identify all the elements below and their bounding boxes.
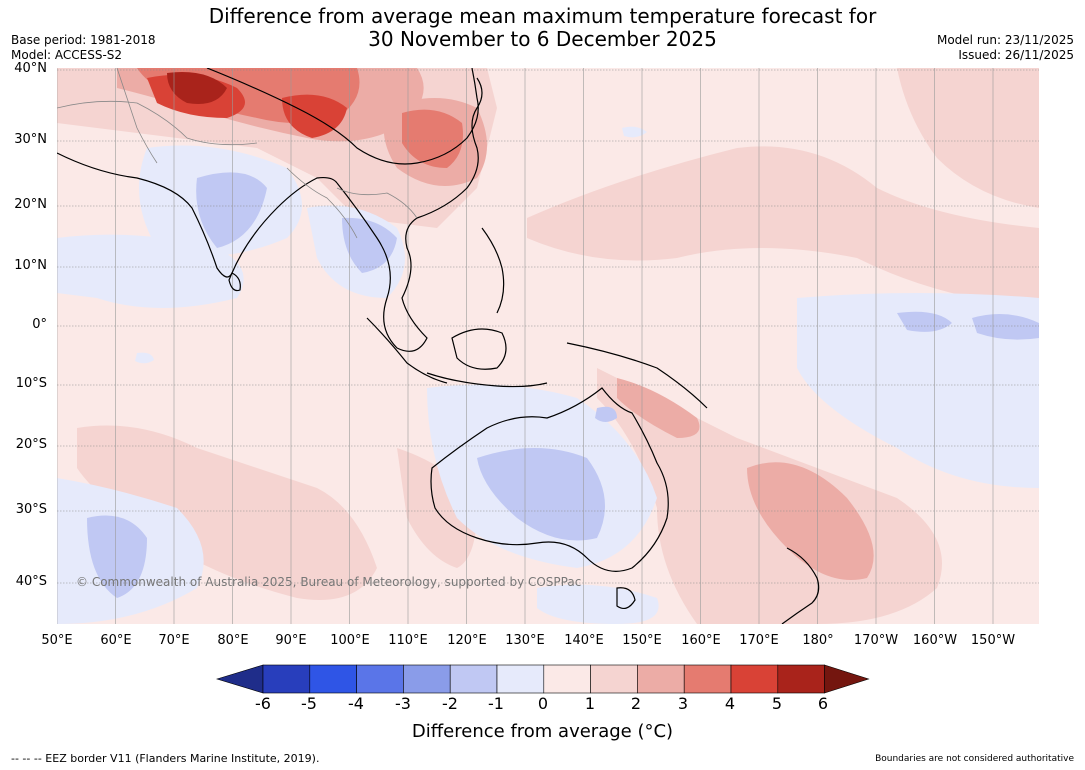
coast-china bbox=[206, 68, 479, 165]
lon-label-110e: 110°E bbox=[388, 633, 428, 648]
colorbar-segment bbox=[356, 664, 404, 694]
lat-label-10s: 10°S bbox=[15, 376, 47, 391]
colorbar bbox=[215, 664, 870, 694]
lon-label-170w: 170°W bbox=[853, 633, 899, 648]
lat-label-0: 0° bbox=[32, 317, 47, 332]
colorbar-segment bbox=[262, 664, 311, 694]
coast-india bbox=[57, 152, 338, 278]
copyright-notice: © Commonwealth of Australia 2025, Bureau… bbox=[76, 575, 582, 589]
issued-date: Issued: 26/11/2025 bbox=[958, 48, 1074, 62]
lat-label-30n: 30°N bbox=[14, 132, 47, 147]
colorbar-segment bbox=[730, 664, 779, 694]
colorbar-arrow-low bbox=[215, 664, 264, 694]
lat-label-20n: 20°N bbox=[14, 197, 47, 212]
lon-label-140e: 140°E bbox=[564, 633, 604, 648]
anomaly-zones-minus2 bbox=[87, 172, 1039, 598]
lon-label-90e: 90°E bbox=[275, 633, 307, 648]
coast-new-zealand bbox=[781, 547, 820, 624]
base-period: Base period: 1981-2018 bbox=[11, 33, 156, 47]
colorbar-segment bbox=[449, 664, 498, 694]
model-run: Model run: 23/11/2025 bbox=[936, 33, 1074, 47]
lon-label-50e: 50°E bbox=[41, 633, 73, 648]
colorbar-tick-5: 5 bbox=[771, 694, 783, 713]
colorbar-segment bbox=[309, 664, 357, 694]
lon-label-80e: 80°E bbox=[217, 633, 249, 648]
coast-philippines bbox=[481, 227, 505, 314]
map-panel[interactable] bbox=[57, 68, 1039, 624]
lon-label-130e: 130°E bbox=[505, 633, 545, 648]
lon-label-100e: 100°E bbox=[330, 633, 370, 648]
coastlines bbox=[57, 68, 820, 624]
colorbar-tick-minus1: -1 bbox=[488, 694, 504, 713]
lon-label-170e: 170°E bbox=[739, 633, 779, 648]
colorbar-segment bbox=[590, 664, 638, 694]
colorbar-segments bbox=[215, 664, 870, 694]
colorbar-segment bbox=[496, 664, 545, 694]
colorbar-tick-minus6: -6 bbox=[255, 694, 271, 713]
map-title-line2: 30 November to 6 December 2025 bbox=[368, 27, 717, 51]
colorbar-segment bbox=[777, 664, 825, 694]
lon-label-150w: 150°W bbox=[970, 633, 1016, 648]
colorbar-tick-2: 2 bbox=[630, 694, 642, 713]
colorbar-label: Difference from average (°C) bbox=[411, 721, 674, 742]
boundaries-disclaimer: Boundaries are not considered authoritat… bbox=[875, 754, 1074, 764]
longitude-gridlines bbox=[57, 68, 994, 624]
map-title-line1: Difference from average mean maximum tem… bbox=[208, 4, 877, 28]
lon-label-180: 180° bbox=[802, 633, 834, 648]
lon-label-160e: 160°E bbox=[681, 633, 721, 648]
colorbar-arrow-high bbox=[824, 664, 870, 694]
meta-right: Model run: 23/11/2025 Issued: 26/11/2025 bbox=[937, 33, 1074, 63]
coast-sumatra bbox=[366, 317, 448, 384]
coast-tasmania bbox=[616, 587, 636, 610]
coast-sri-lanka bbox=[228, 272, 241, 292]
coast-indochina bbox=[336, 77, 483, 352]
colorbar-segment bbox=[683, 664, 732, 694]
lon-label-160w: 160°W bbox=[912, 633, 958, 648]
colorbar-segment bbox=[403, 664, 451, 694]
eez-legend-note: -- -- -- EEZ border V11 (Flanders Marine… bbox=[11, 752, 320, 765]
country-borders bbox=[57, 68, 418, 239]
colorbar-segment bbox=[637, 664, 685, 694]
lon-label-150e: 150°E bbox=[622, 633, 662, 648]
colorbar-tick-4: 4 bbox=[724, 694, 736, 713]
colorbar-tick-minus3: -3 bbox=[395, 694, 411, 713]
colorbar-tick-3: 3 bbox=[677, 694, 689, 713]
colorbar-tick-6: 6 bbox=[817, 694, 829, 713]
coast-australia bbox=[430, 387, 669, 572]
colorbar-tick-0: 0 bbox=[537, 694, 549, 713]
coast-borneo bbox=[451, 328, 507, 370]
lat-label-40n: 40°N bbox=[14, 61, 47, 76]
coast-java bbox=[426, 372, 548, 388]
lat-label-10n: 10°N bbox=[14, 258, 47, 273]
anomaly-zones-plus5 bbox=[167, 72, 227, 104]
lon-label-60e: 60°E bbox=[100, 633, 132, 648]
colorbar-segment bbox=[543, 664, 591, 694]
meta-left: Base period: 1981-2018 Model: ACCESS-S2 bbox=[11, 33, 156, 63]
colorbar-tick-minus4: -4 bbox=[348, 694, 364, 713]
lon-label-120e: 120°E bbox=[447, 633, 487, 648]
model-name: Model: ACCESS-S2 bbox=[11, 48, 123, 62]
colorbar-tick-1: 1 bbox=[584, 694, 596, 713]
lon-label-70e: 70°E bbox=[158, 633, 190, 648]
lat-label-40s: 40°S bbox=[15, 574, 47, 589]
coast-new-guinea bbox=[566, 342, 708, 409]
lat-label-30s: 30°S bbox=[15, 502, 47, 517]
colorbar-tick-minus5: -5 bbox=[301, 694, 317, 713]
lat-label-20s: 20°S bbox=[15, 437, 47, 452]
colorbar-tick-minus2: -2 bbox=[442, 694, 458, 713]
